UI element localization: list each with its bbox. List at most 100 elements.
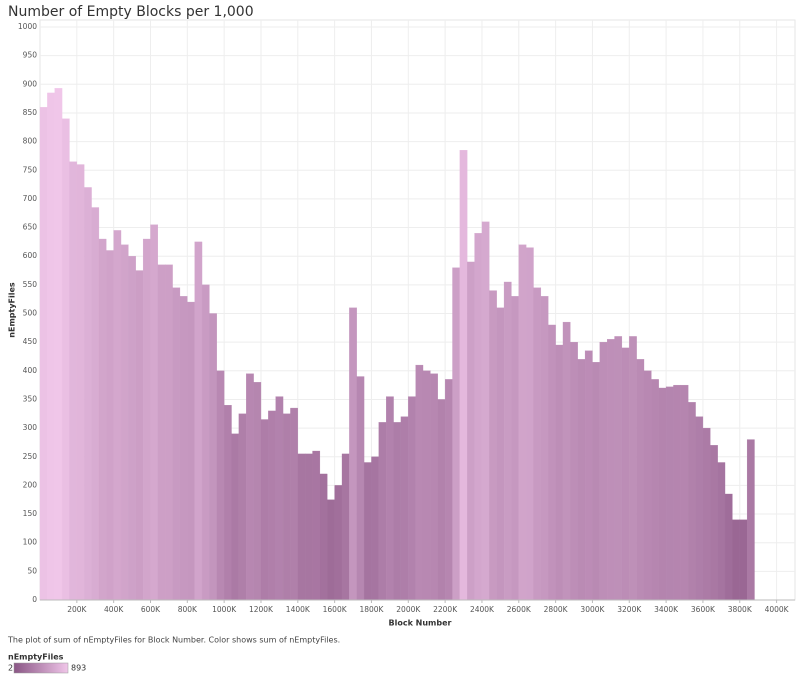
bar bbox=[651, 379, 659, 601]
x-tick-label: 2600K bbox=[507, 605, 532, 614]
y-tick-label: 400 bbox=[23, 366, 38, 375]
y-tick-label: 750 bbox=[23, 165, 38, 174]
x-tick-label: 2400K bbox=[470, 605, 495, 614]
bar bbox=[378, 422, 387, 601]
y-tick-label: 1000 bbox=[18, 22, 37, 31]
bar bbox=[91, 207, 100, 601]
bar bbox=[106, 250, 114, 601]
bar bbox=[636, 359, 645, 601]
y-tick-label: 600 bbox=[23, 251, 38, 260]
bar bbox=[341, 453, 350, 601]
x-tick-label: 600K bbox=[141, 605, 161, 614]
x-tick-label: 1400K bbox=[286, 605, 311, 614]
bar bbox=[135, 270, 144, 601]
x-tick-label: 200K bbox=[67, 605, 87, 614]
bar bbox=[746, 439, 755, 601]
bar bbox=[113, 230, 122, 601]
legend-swatch bbox=[13, 662, 69, 674]
bar bbox=[702, 427, 711, 601]
bar bbox=[334, 485, 343, 601]
bar bbox=[503, 281, 512, 601]
bar bbox=[400, 416, 409, 601]
bar bbox=[98, 238, 107, 601]
caption: The plot of sum of nEmptyFiles for Block… bbox=[7, 636, 340, 645]
x-tick-label: 3200K bbox=[617, 605, 642, 614]
chart-title: Number of Empty Blocks per 1,000 bbox=[8, 4, 254, 20]
bar bbox=[444, 379, 453, 601]
bar bbox=[386, 396, 394, 601]
bar bbox=[297, 453, 306, 601]
bar bbox=[216, 370, 225, 601]
x-tick-label: 2000K bbox=[396, 605, 421, 614]
bar bbox=[518, 244, 527, 601]
bar bbox=[607, 339, 615, 601]
bar bbox=[695, 416, 704, 601]
y-tick-label: 300 bbox=[23, 423, 38, 432]
bar bbox=[717, 462, 726, 601]
x-tick-label: 1000K bbox=[212, 605, 237, 614]
x-axis-label: Block Number bbox=[388, 619, 451, 628]
bar bbox=[179, 296, 188, 601]
bar bbox=[408, 396, 416, 601]
legend-title: nEmptyFiles bbox=[8, 653, 64, 662]
x-tick-label: 1600K bbox=[323, 605, 348, 614]
y-tick-label: 150 bbox=[23, 509, 38, 518]
y-tick-label: 350 bbox=[23, 394, 38, 403]
bar bbox=[599, 341, 608, 601]
bar bbox=[548, 324, 556, 601]
legend-max: 893 bbox=[71, 664, 86, 673]
y-tick-label: 850 bbox=[23, 108, 38, 117]
bar bbox=[209, 313, 217, 601]
bar bbox=[371, 456, 379, 601]
bar bbox=[525, 247, 534, 601]
y-tick-label: 200 bbox=[23, 480, 38, 489]
bar bbox=[128, 256, 136, 601]
bar bbox=[629, 336, 637, 601]
bar bbox=[592, 362, 600, 601]
bar bbox=[246, 373, 254, 601]
bar bbox=[577, 359, 586, 601]
x-tick-label: 400K bbox=[104, 605, 124, 614]
bar bbox=[658, 387, 667, 601]
bar bbox=[76, 164, 85, 601]
x-tick-label: 3000K bbox=[580, 605, 605, 614]
bar bbox=[710, 445, 718, 601]
y-tick-label: 650 bbox=[23, 223, 38, 232]
bar bbox=[253, 382, 262, 601]
bar bbox=[415, 364, 424, 601]
bar bbox=[349, 307, 357, 601]
bar bbox=[150, 224, 159, 601]
bar bbox=[452, 267, 461, 601]
bar bbox=[275, 396, 284, 601]
bar bbox=[511, 296, 519, 601]
x-tick-label: 1200K bbox=[249, 605, 274, 614]
y-tick-label: 50 bbox=[27, 566, 37, 575]
bar bbox=[459, 150, 468, 601]
bar bbox=[120, 244, 129, 601]
x-tick-label: 3600K bbox=[691, 605, 716, 614]
bar bbox=[474, 233, 483, 601]
bar bbox=[268, 410, 276, 601]
x-tick-label: 2200K bbox=[433, 605, 458, 614]
bar bbox=[319, 473, 328, 601]
bar bbox=[540, 296, 549, 601]
bar bbox=[680, 384, 689, 601]
y-tick-label: 800 bbox=[23, 137, 38, 146]
bar bbox=[688, 402, 696, 601]
bar bbox=[290, 407, 298, 601]
bar bbox=[39, 107, 48, 601]
y-tick-label: 950 bbox=[23, 51, 38, 60]
y-tick-label: 250 bbox=[23, 452, 38, 461]
bar bbox=[201, 284, 210, 601]
bar bbox=[238, 413, 247, 601]
bar bbox=[430, 373, 438, 601]
bar bbox=[621, 347, 630, 601]
x-tick-label: 800K bbox=[178, 605, 198, 614]
bar bbox=[673, 384, 681, 601]
bar bbox=[363, 462, 372, 601]
bar bbox=[643, 370, 652, 601]
bar bbox=[437, 399, 446, 601]
bar bbox=[282, 413, 291, 601]
